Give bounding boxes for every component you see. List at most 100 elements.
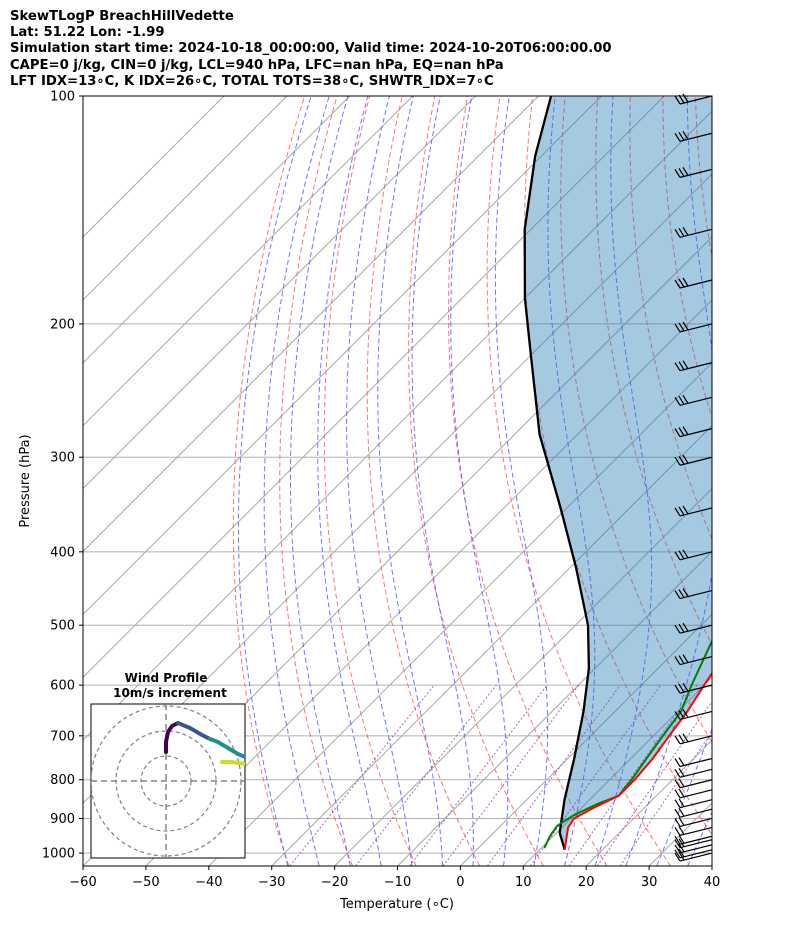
wind-barb [674, 227, 713, 238]
wind-barb [674, 767, 713, 778]
mixing-ratio-line [596, 700, 712, 866]
x-tick-label: −20 [321, 875, 348, 890]
isotherm-line [397, 550, 712, 866]
x-tick-label: 20 [578, 875, 595, 890]
isotherm-line [522, 676, 712, 866]
wind-barb [674, 588, 713, 600]
isotherm-line [334, 487, 712, 866]
hodograph-trace [208, 737, 245, 759]
dry-adiabat [595, 96, 712, 646]
isotherm-line [711, 865, 712, 866]
isotherm-line [83, 96, 225, 238]
dry-adiabat [728, 96, 794, 866]
isotherm-line [83, 110, 712, 741]
x-tick-label: 30 [641, 875, 658, 890]
y-tick-label: 100 [50, 90, 75, 105]
moist-adiabat [290, 96, 351, 866]
hodograph: Wind Profile 10m/s increment [90, 671, 246, 859]
wind-barb [674, 826, 713, 837]
mixing-ratio-line [619, 731, 712, 866]
x-tick-label: −60 [69, 875, 96, 890]
isotherm-line [145, 299, 712, 866]
title-times: Simulation start time: 2024-10-18_00:00:… [10, 41, 612, 57]
y-tick-label: 400 [50, 545, 75, 560]
x-tick-label: 40 [704, 875, 721, 890]
y-tick-label: 200 [50, 317, 75, 332]
dry-adiabat [323, 96, 417, 866]
wind-barb [674, 394, 713, 406]
title-location: Lat: 51.22 Lon: -1.99 [10, 25, 165, 41]
x-axis-label: Temperature (∘C) [339, 897, 454, 912]
wind-barb [674, 321, 713, 333]
x-tick-label: −40 [195, 875, 222, 890]
y-axis-label: Pressure (hPa) [18, 434, 33, 527]
y-tick-label: 1000 [42, 847, 75, 862]
chart-title: SkewTLogP BreachHillVedette Lat: 51.22 L… [10, 9, 612, 90]
y-tick-label: 600 [50, 679, 75, 694]
x-tick-label: 10 [515, 875, 532, 890]
dry-adiabat [448, 96, 608, 866]
hodograph-title: Wind Profile [125, 671, 208, 685]
moist-adiabat [317, 96, 382, 866]
dry-adiabat [366, 96, 481, 866]
cape-cin-shading [524, 96, 712, 850]
x-tick-label: 0 [456, 875, 464, 890]
parcel-profile-line [523, 96, 591, 851]
isotherm-line [460, 613, 712, 866]
y-tick-label: 500 [50, 619, 75, 634]
title-indices-2: LFT IDX=13∘C, K IDX=26∘C, TOTAL TOTS=38∘… [10, 73, 494, 89]
wind-barb [674, 549, 713, 561]
wind-barb [674, 834, 713, 845]
x-tick-label: −50 [132, 875, 159, 890]
wind-barb [674, 622, 713, 634]
isotherm-line [83, 96, 288, 301]
moist-adiabat [263, 96, 330, 866]
mixing-ratio-line [442, 684, 580, 866]
mixing-ratio-line [486, 684, 621, 866]
dry-adiabat [761, 96, 794, 866]
isotherm-line [83, 96, 351, 364]
title-station: SkewTLogP BreachHillVedette [10, 9, 234, 24]
wind-barb [674, 798, 713, 809]
dry-adiabat [232, 96, 305, 866]
mixing-ratio-line [355, 684, 497, 866]
isotherm-line [208, 362, 712, 866]
isotherm-line [83, 96, 476, 490]
temperature-line [563, 671, 712, 850]
y-tick-label: 700 [50, 729, 75, 744]
wind-barb [674, 360, 713, 372]
moist-adiabat [494, 96, 549, 866]
moist-adiabat [547, 96, 596, 866]
wind-barb [674, 167, 713, 178]
dry-adiabat [408, 96, 544, 866]
dry-adiabat [560, 96, 712, 744]
y-tick-label: 900 [50, 812, 75, 827]
moist-adiabat [346, 96, 413, 866]
moist-adiabat [450, 96, 509, 866]
title-indices-1: CAPE=0 j/kg, CIN=0 j/kg, LCL=940 hPa, LF… [10, 57, 504, 73]
wind-barb [674, 817, 713, 828]
y-tick-label: 800 [50, 773, 75, 788]
wind-barb [674, 682, 713, 694]
wind-barb [674, 838, 713, 849]
isotherm-line [83, 96, 539, 553]
dry-adiabat [629, 96, 712, 540]
wind-barb [674, 807, 713, 818]
wind-barb [674, 709, 713, 721]
wind-barb [674, 778, 713, 789]
moist-adiabat [237, 96, 312, 866]
hodograph-trace [164, 721, 180, 754]
hodograph-subtitle: 10m/s increment [113, 686, 227, 700]
moist-adiabat [594, 96, 653, 866]
moist-adiabat [411, 96, 474, 866]
wind-barb [674, 277, 713, 289]
wind-barb [674, 788, 713, 799]
wind-barb [674, 454, 713, 466]
mixing-ratio-line [568, 684, 698, 866]
moist-adiabat [656, 727, 712, 866]
x-tick-label: −10 [384, 875, 411, 890]
isotherm-line [83, 96, 414, 427]
moist-adiabat [719, 96, 794, 866]
isotherm-line [83, 96, 602, 616]
